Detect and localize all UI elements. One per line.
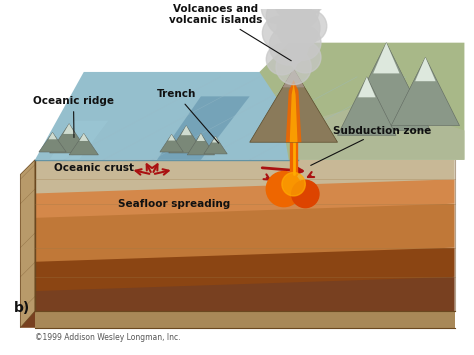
Circle shape [266, 0, 305, 36]
Circle shape [292, 180, 319, 208]
Polygon shape [286, 80, 301, 142]
Polygon shape [20, 204, 455, 262]
Polygon shape [79, 133, 88, 141]
Circle shape [284, 0, 319, 28]
Polygon shape [20, 277, 455, 328]
Polygon shape [157, 96, 250, 160]
Polygon shape [290, 84, 298, 142]
Polygon shape [35, 311, 455, 328]
Polygon shape [181, 126, 191, 135]
Circle shape [267, 0, 301, 7]
Polygon shape [283, 69, 305, 87]
Polygon shape [50, 124, 89, 153]
Polygon shape [197, 133, 205, 141]
Polygon shape [373, 43, 400, 73]
Polygon shape [160, 135, 183, 152]
Polygon shape [415, 57, 436, 81]
Circle shape [286, 25, 321, 60]
Polygon shape [20, 160, 35, 328]
Text: b): b) [13, 301, 30, 315]
Polygon shape [69, 133, 99, 155]
Circle shape [293, 0, 325, 14]
Circle shape [266, 171, 301, 207]
Text: Oceanic crust: Oceanic crust [55, 163, 135, 173]
Polygon shape [39, 132, 66, 152]
Circle shape [266, 44, 298, 75]
Polygon shape [187, 133, 215, 155]
Circle shape [277, 6, 320, 49]
Circle shape [263, 16, 296, 49]
Polygon shape [259, 43, 465, 160]
Circle shape [274, 0, 313, 20]
Circle shape [296, 10, 327, 42]
Polygon shape [20, 311, 455, 328]
Circle shape [269, 26, 308, 65]
Polygon shape [35, 72, 465, 160]
Circle shape [276, 49, 311, 84]
Text: Seafloor spreading: Seafloor spreading [118, 199, 230, 209]
Circle shape [282, 173, 305, 196]
Polygon shape [169, 126, 204, 153]
Polygon shape [250, 69, 337, 142]
Polygon shape [293, 101, 465, 160]
Circle shape [261, 0, 291, 23]
Text: Trench: Trench [157, 89, 219, 143]
Polygon shape [20, 160, 455, 194]
Polygon shape [358, 77, 375, 97]
Polygon shape [204, 136, 227, 154]
Polygon shape [168, 135, 175, 141]
Polygon shape [20, 179, 455, 218]
Polygon shape [342, 43, 430, 131]
Text: Subduction zone: Subduction zone [311, 126, 431, 165]
Polygon shape [20, 248, 455, 291]
Text: Volcanoes and
volcanic islands: Volcanoes and volcanic islands [169, 4, 291, 61]
Polygon shape [63, 124, 75, 134]
Text: Oceanic ridge: Oceanic ridge [33, 96, 114, 137]
Polygon shape [48, 132, 56, 139]
Polygon shape [337, 77, 396, 135]
Polygon shape [50, 121, 108, 160]
Circle shape [290, 42, 321, 73]
Text: ©1999 Addison Wesley Longman, Inc.: ©1999 Addison Wesley Longman, Inc. [35, 333, 181, 342]
Polygon shape [212, 136, 219, 142]
Polygon shape [391, 57, 459, 126]
Circle shape [282, 0, 317, 5]
